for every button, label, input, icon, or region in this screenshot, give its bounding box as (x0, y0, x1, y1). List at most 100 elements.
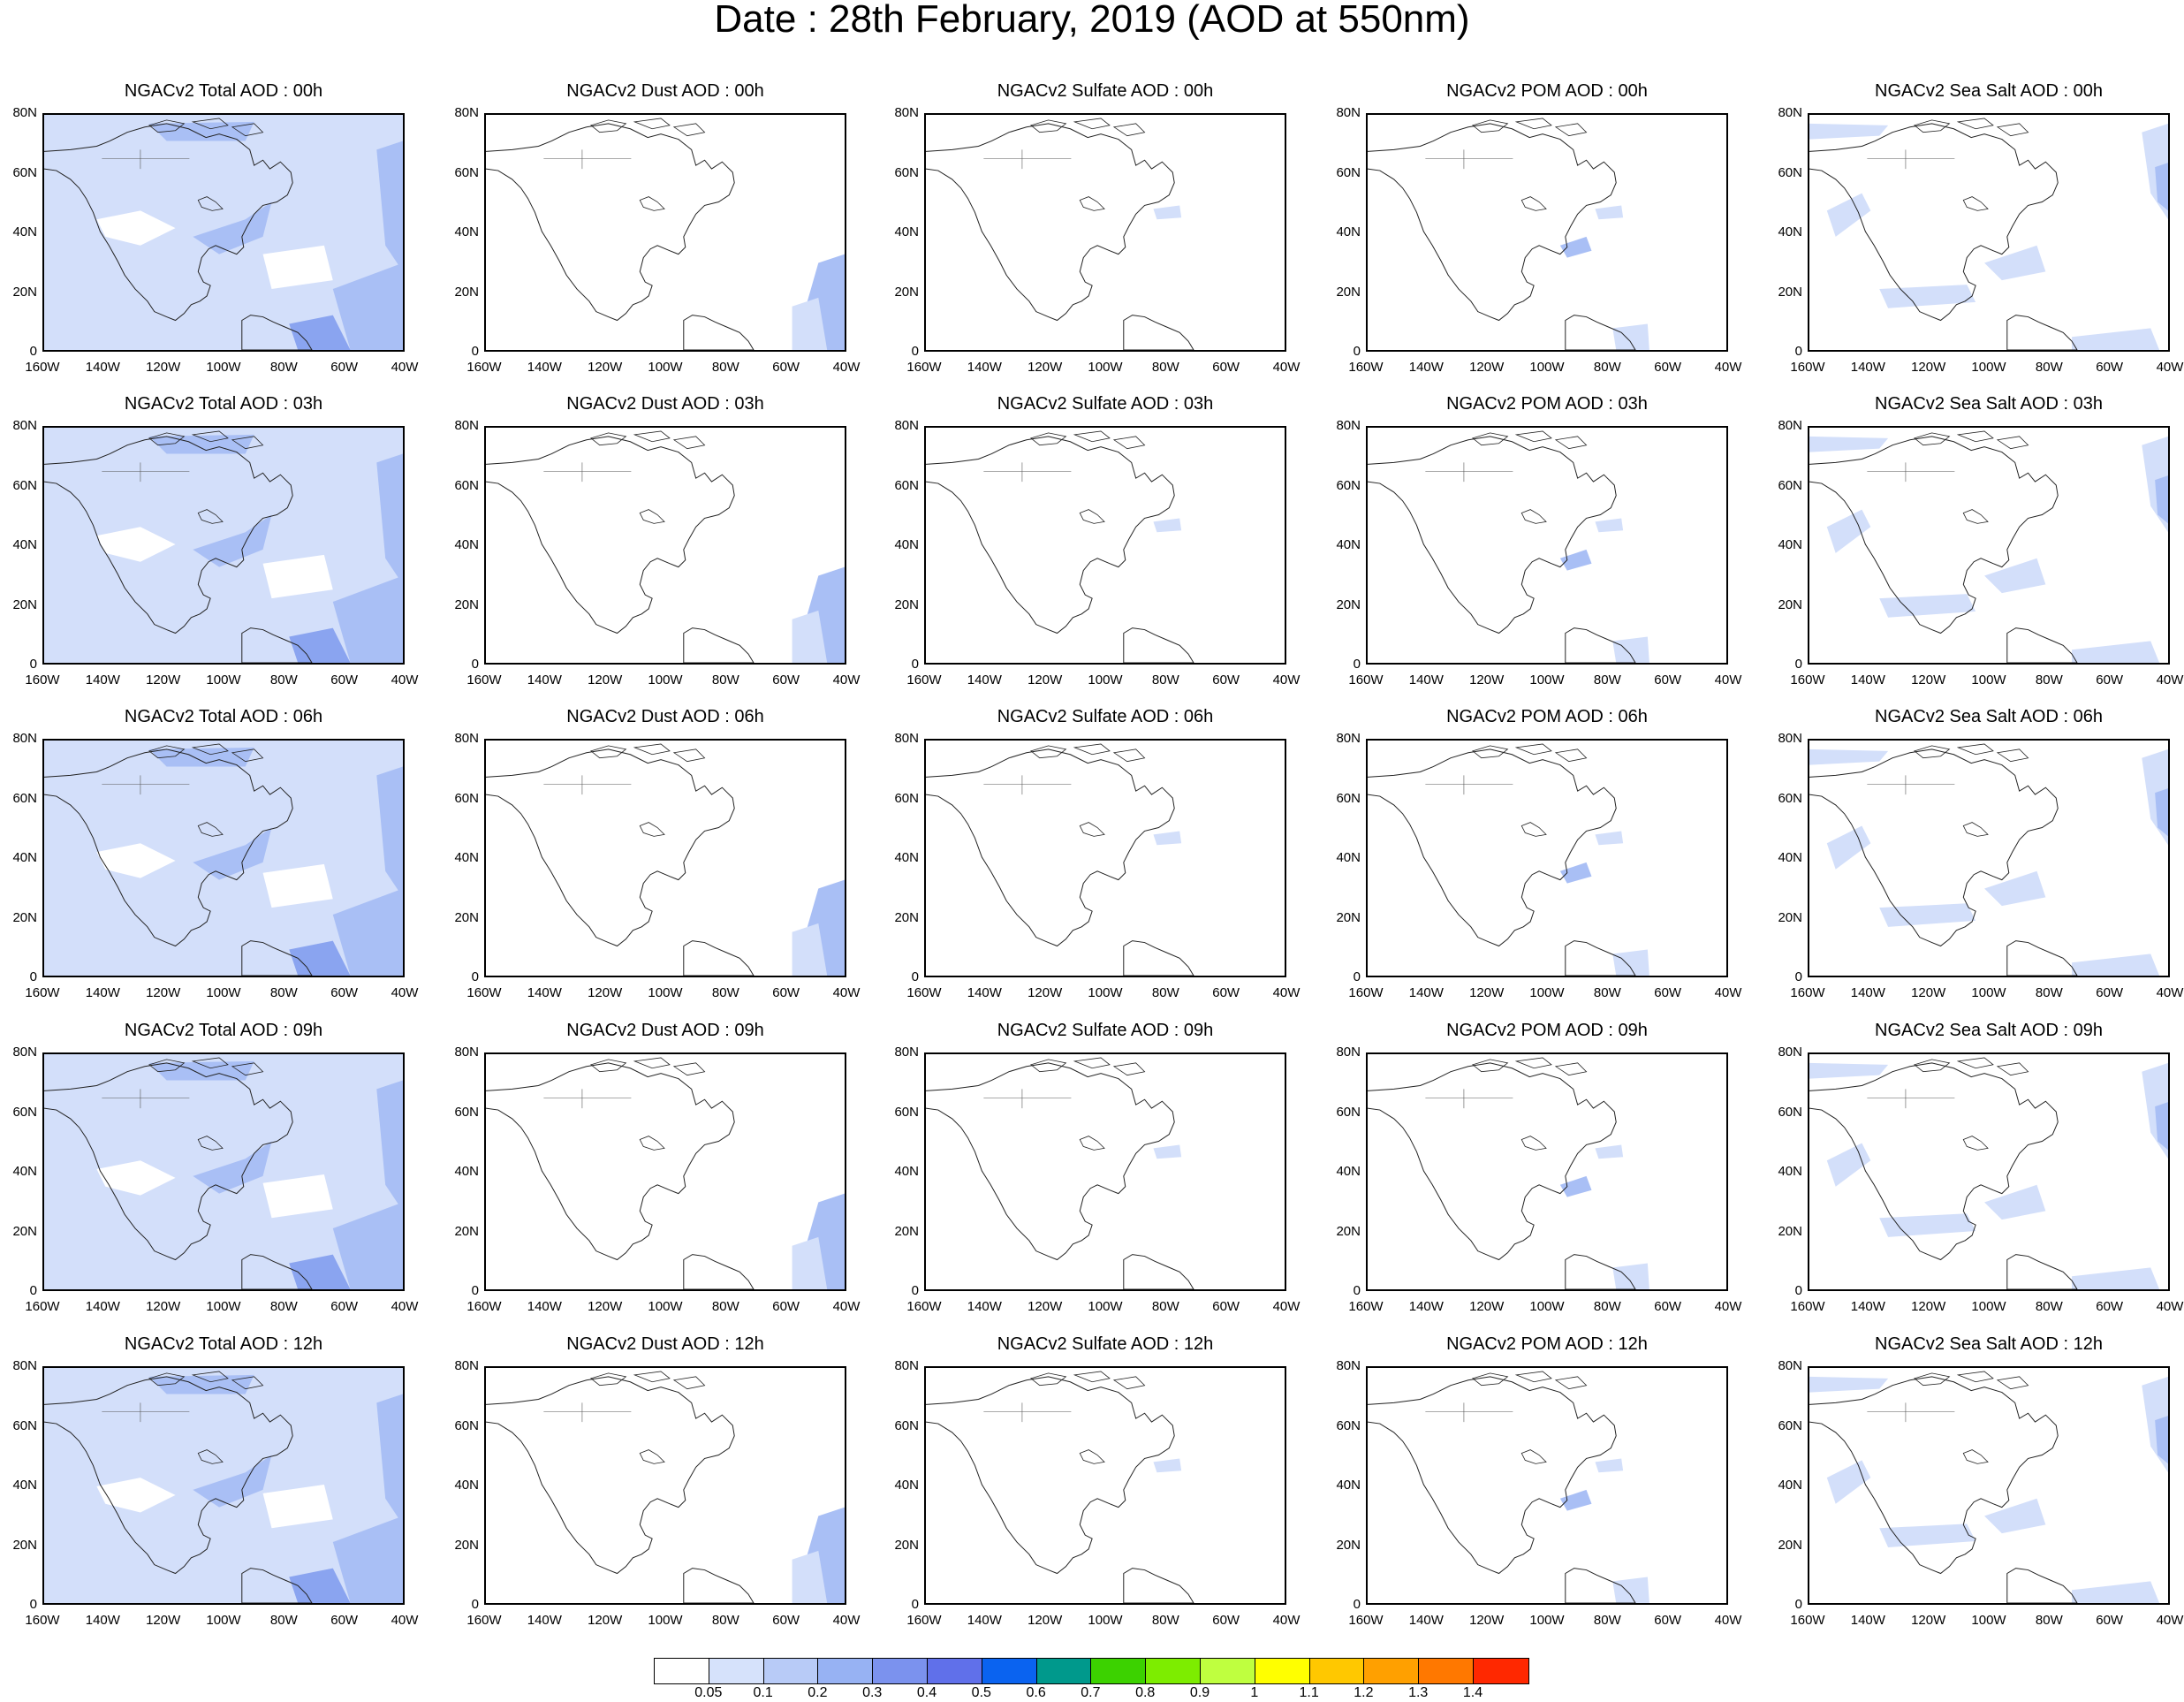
aod-patch (376, 766, 403, 898)
lon-tick-label: 60W (1654, 672, 1682, 688)
lon-tick-label: 140W (967, 1299, 1002, 1314)
lat-tick-label: 0 (911, 344, 919, 359)
coastline (1029, 1371, 1146, 1390)
coastline (639, 1449, 665, 1464)
lon-tick-label: 120W (1028, 985, 1063, 1000)
aod-patch (1612, 949, 1649, 976)
lon-tick-label: 80W (1593, 672, 1621, 688)
map-svg (1368, 430, 1649, 663)
panel-title: NGACv2 Dust AOD : 12h (566, 1334, 764, 1354)
coastline (683, 1568, 755, 1603)
panel-title: NGACv2 Sea Salt AOD : 09h (1875, 1021, 2103, 1040)
map-svg (1809, 1057, 2168, 1289)
lon-tick-label: 40W (832, 1613, 861, 1628)
aod-patch (376, 141, 403, 272)
aod-patch (289, 315, 351, 350)
lat-tick-label: 80N (454, 418, 479, 433)
lon-tick-label: 140W (527, 1299, 562, 1314)
coastline (1471, 118, 1588, 137)
map-svg (44, 1368, 403, 1603)
lon-tick-label: 60W (1212, 360, 1240, 375)
aod-patch (792, 610, 828, 663)
lon-tick-label: 80W (1593, 360, 1621, 375)
lon-tick-label: 160W (466, 1299, 502, 1314)
country-border (543, 149, 632, 170)
lon-tick-label: 80W (711, 1613, 739, 1628)
colorbar-cell (709, 1659, 764, 1683)
lat-tick-label: 0 (911, 657, 919, 672)
colorbar-cell (873, 1659, 928, 1683)
lon-tick-label: 120W (1028, 360, 1063, 375)
map-panel (484, 113, 846, 352)
aod-patch (1826, 193, 1871, 237)
coastline (683, 940, 755, 976)
lat-tick-label: 0 (471, 344, 479, 359)
coastline (148, 1371, 264, 1390)
lon-tick-label: 120W (588, 985, 623, 1000)
lon-tick-label: 140W (1850, 672, 1885, 688)
lon-tick-label: 80W (711, 360, 739, 375)
aod-patch (1826, 509, 1871, 553)
lon-tick-label: 120W (1469, 360, 1505, 375)
lat-tick-label: 80N (1336, 731, 1361, 746)
lat-tick-label: 40N (894, 1478, 919, 1493)
main-title: Date : 28th February, 2019 (AOD at 550nm… (714, 0, 1470, 41)
lon-tick-label: 80W (1151, 672, 1179, 688)
lat-tick-label: 80N (894, 1045, 919, 1060)
lon-tick-label: 140W (527, 1613, 562, 1628)
lon-tick-label: 160W (1348, 672, 1384, 688)
lat-tick-label: 20N (454, 909, 479, 925)
aod-patch (1595, 1144, 1624, 1159)
map-panel (42, 1052, 405, 1291)
lon-tick-label: 60W (2096, 1299, 2124, 1314)
colorbar-label: 1 (1250, 1685, 1259, 1700)
colorbar-label: 0.1 (753, 1685, 773, 1700)
coastline (1565, 1568, 1636, 1603)
coastline (44, 1062, 293, 1261)
lat-tick-label: 0 (29, 1283, 37, 1298)
lon-tick-label: 160W (466, 985, 502, 1000)
lat-tick-label: 60N (454, 1104, 479, 1120)
lon-tick-label: 60W (2096, 672, 2124, 688)
lon-tick-label: 60W (1212, 672, 1240, 688)
colorbar-label: 1.4 (1462, 1685, 1483, 1700)
lat-tick-label: 60N (1336, 1417, 1361, 1433)
map-panel (924, 1052, 1286, 1291)
lon-tick-label: 160W (1790, 672, 1825, 688)
lat-tick-label: 40N (12, 1478, 37, 1493)
aod-patch (1612, 1577, 1649, 1603)
lon-tick-label: 80W (1151, 1299, 1179, 1314)
colorbar-label: 0.7 (1081, 1685, 1101, 1700)
lon-tick-label: 100W (1529, 1299, 1565, 1314)
map-panel (924, 739, 1286, 977)
lon-tick-label: 40W (2156, 360, 2184, 375)
lat-tick-label: 20N (894, 909, 919, 925)
map-svg (486, 118, 845, 350)
aod-patch (262, 1174, 333, 1219)
lat-tick-label: 20N (454, 596, 479, 612)
coastline (2006, 627, 2078, 663)
country-border (543, 462, 632, 482)
aod-patch (332, 1202, 403, 1289)
colorbar-label: 0.3 (862, 1685, 883, 1700)
country-border (1425, 462, 1513, 482)
lon-tick-label: 80W (269, 1613, 298, 1628)
lat-tick-label: 60N (1336, 477, 1361, 493)
country-border (1425, 149, 1513, 170)
lat-tick-label: 60N (454, 164, 479, 180)
lon-tick-label: 40W (1272, 985, 1301, 1000)
lon-tick-label: 140W (527, 672, 562, 688)
colorbar-cell (818, 1659, 874, 1683)
map-svg (1809, 743, 2168, 976)
lon-tick-label: 160W (466, 672, 502, 688)
aod-patch (2072, 641, 2160, 663)
lat-tick-label: 0 (1353, 969, 1361, 984)
lon-tick-label: 40W (391, 360, 419, 375)
aod-patch (376, 453, 403, 585)
lat-tick-label: 40N (1336, 850, 1361, 865)
lat-tick-label: 20N (894, 596, 919, 612)
aod-patch (262, 863, 333, 908)
lon-tick-label: 120W (588, 360, 623, 375)
lon-tick-label: 140W (967, 672, 1002, 688)
lat-tick-label: 60N (12, 1104, 37, 1120)
